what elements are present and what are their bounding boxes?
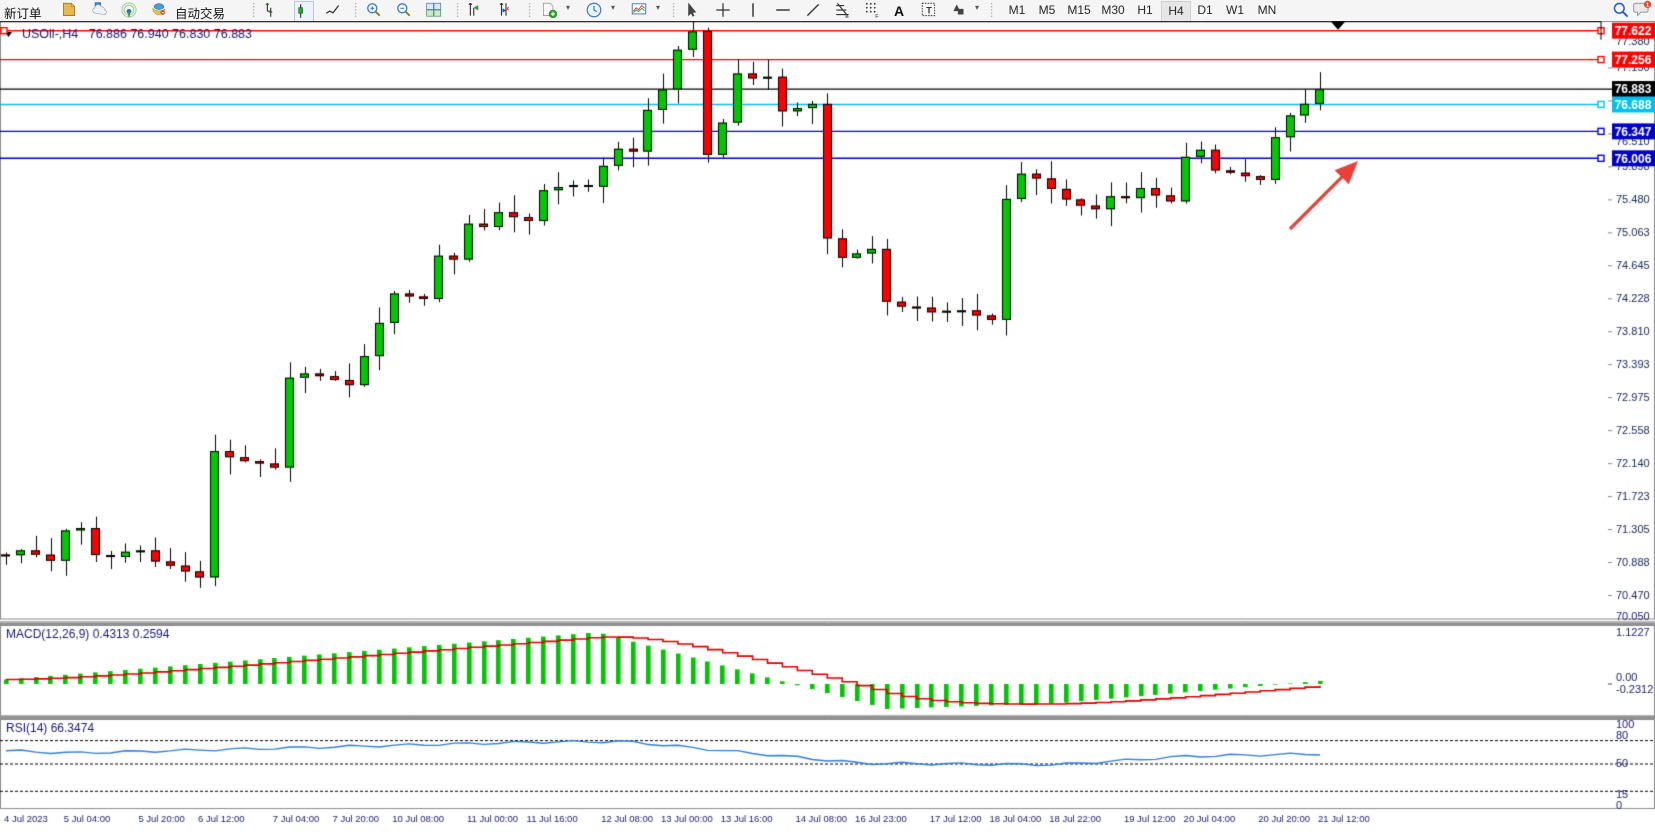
- svg-text:T: T: [926, 5, 932, 15]
- svg-text:E: E: [845, 14, 849, 19]
- svg-text:F: F: [875, 14, 879, 19]
